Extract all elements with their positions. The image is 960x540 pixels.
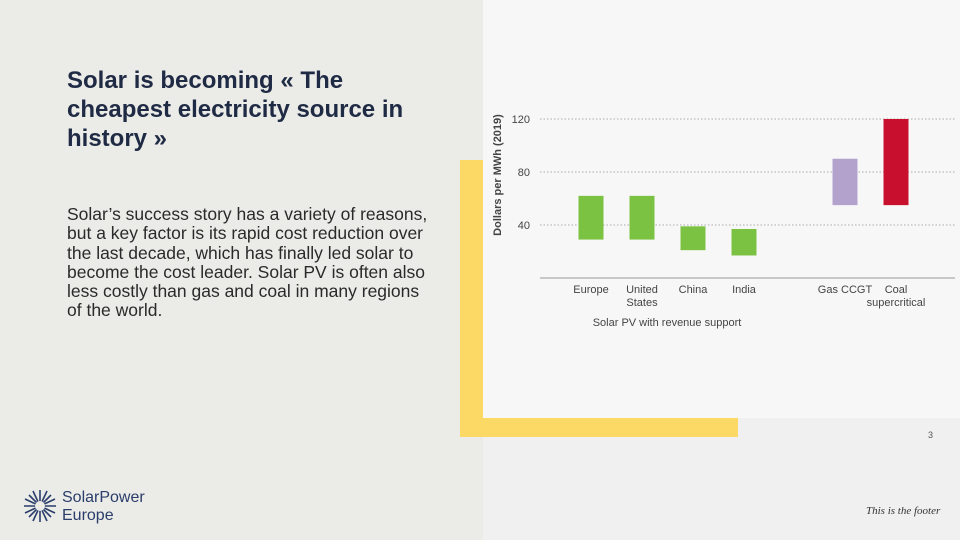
y-axis-label: Dollars per MWh (2019) <box>492 114 504 236</box>
bar <box>578 195 604 240</box>
bar <box>680 226 706 251</box>
bar <box>832 158 858 206</box>
chart-panel <box>483 0 960 418</box>
x-tick-label: Coal supercritical <box>866 284 926 309</box>
y-tick-label: 80 <box>518 167 530 179</box>
slide-title: Solar is becoming « The cheapest electri… <box>67 67 404 152</box>
page-number: 3 <box>928 430 934 440</box>
group-label: Solar PV with revenue support <box>592 317 742 329</box>
logo-line: Europe <box>62 507 114 524</box>
logo-text: SolarPower Europe <box>62 489 145 525</box>
x-tick-label: United States <box>626 284 658 309</box>
slide-body: Solar’s success story has a variety of r… <box>67 204 428 321</box>
y-tick-label: 120 <box>512 114 530 126</box>
x-tick-label: China <box>678 284 708 296</box>
logo-center <box>35 501 45 511</box>
x-tick-label: Europe <box>573 284 609 296</box>
bar <box>883 119 909 206</box>
bar <box>629 195 655 240</box>
footer: This is the footer <box>866 505 941 517</box>
y-tick-label: 40 <box>518 220 530 232</box>
logo-line: SolarPower <box>62 489 145 506</box>
x-tick-label: Gas CCGT <box>817 284 873 296</box>
x-tick-label: India <box>732 284 756 296</box>
bar <box>731 228 757 256</box>
